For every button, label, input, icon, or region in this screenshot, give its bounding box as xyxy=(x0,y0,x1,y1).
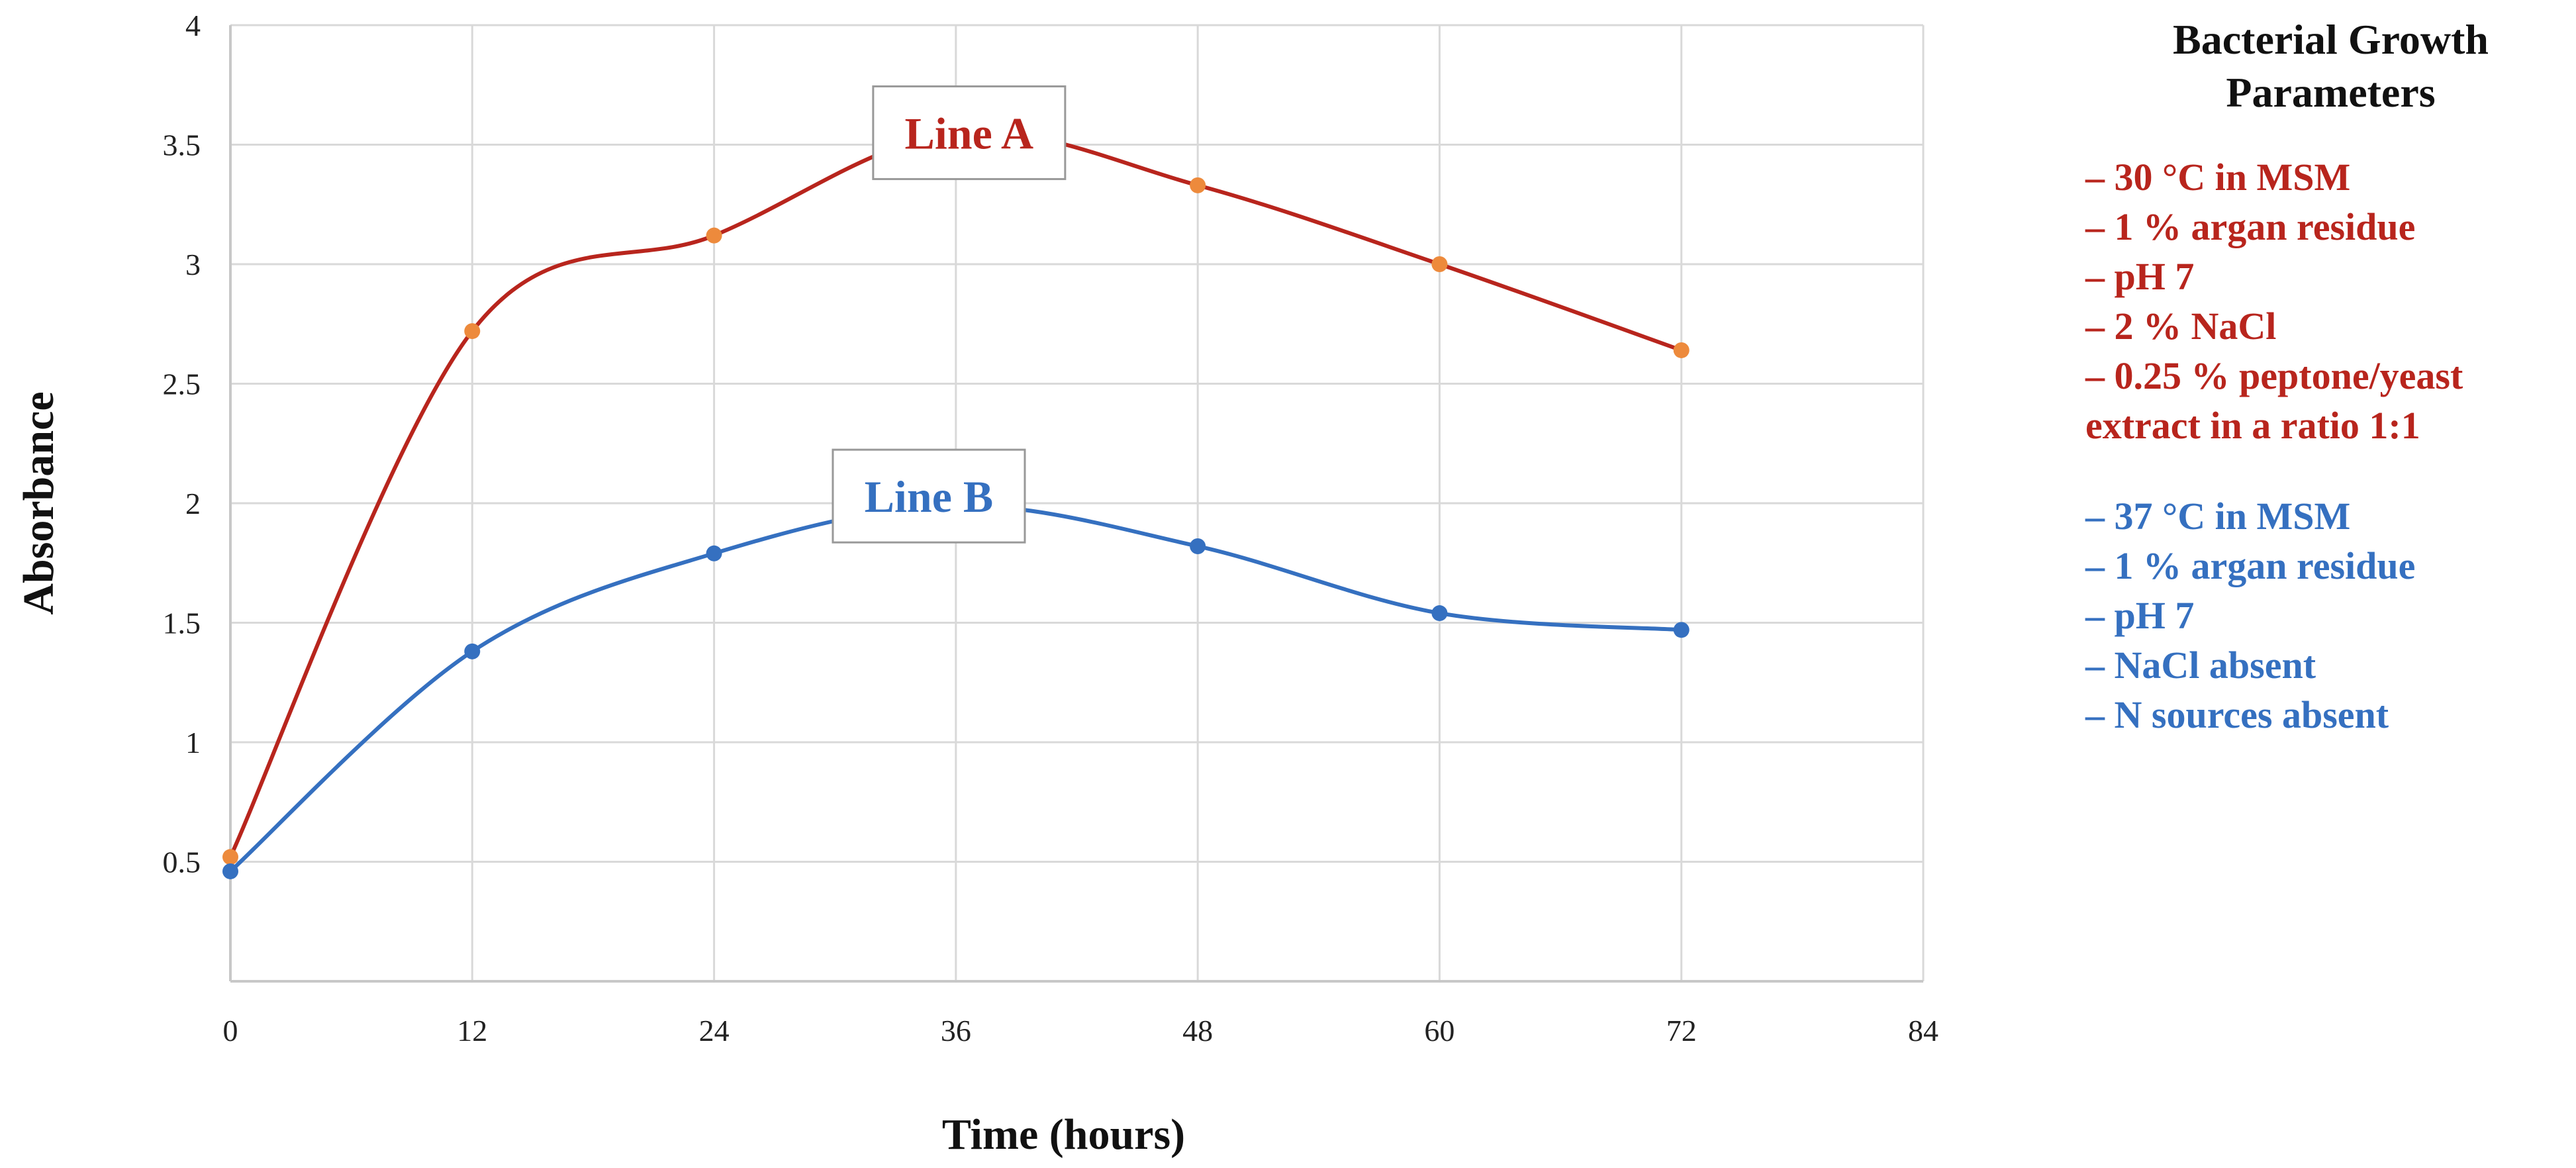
line-b-condition: – N sources absent xyxy=(2085,693,2389,736)
line-a-point xyxy=(1673,342,1690,358)
y-axis-title: Absorbance xyxy=(15,391,63,614)
line-b-point xyxy=(222,863,238,879)
growth-chart: 0.5 1 1.5 2 2.5 3 3.5 4 0 12 24 36 48 60 72 84 Time (hou… xyxy=(15,9,1938,1159)
line-a-point xyxy=(1431,256,1448,272)
line-b-conditions: – 37 °C in MSM – 1 % argan residue – pH 7 –… xyxy=(2085,491,2576,740)
line-a-condition: extract in a ratio 1:1 xyxy=(2085,404,2420,447)
y-tick-label: 2.5 xyxy=(163,367,201,401)
x-tick-label: 24 xyxy=(699,1014,730,1047)
x-tick-label: 12 xyxy=(457,1014,487,1047)
x-tick-label: 84 xyxy=(1908,1014,1938,1047)
line-a-label-box xyxy=(872,85,1067,180)
line-a-condition: – pH 7 xyxy=(2085,255,2195,298)
line-b-label-box xyxy=(832,448,1026,544)
line-a-label: Line A xyxy=(905,108,1034,158)
y-tick-label: 2 xyxy=(185,487,201,520)
x-tick-label: 48 xyxy=(1182,1014,1213,1047)
y-tick-label: 1 xyxy=(185,726,201,759)
y-tick-label: 3 xyxy=(185,248,201,281)
x-tick-label: 72 xyxy=(1666,1014,1697,1047)
y-tick-label: 0.5 xyxy=(163,846,201,879)
line-b-condition: – 1 % argan residue xyxy=(2085,544,2416,587)
line-b-point xyxy=(1431,605,1448,622)
y-tick-label: 3.5 xyxy=(163,128,201,162)
y-tick-label: 1.5 xyxy=(163,607,201,640)
line-a-point xyxy=(222,849,238,865)
line-b-point xyxy=(1673,622,1690,638)
line-b-condition: – 37 °C in MSM xyxy=(2085,495,2351,538)
x-tick-label: 60 xyxy=(1424,1014,1455,1047)
parameters-title: Bacterial Growth Parameters xyxy=(2085,13,2576,119)
parameters-title-line: Bacterial Growth xyxy=(2173,16,2489,63)
line-a-point xyxy=(706,227,722,244)
line-b-condition: – NaCl absent xyxy=(2085,644,2316,687)
line-b-label: Line B xyxy=(865,471,994,522)
line-a-condition: – 1 % argan residue xyxy=(2085,205,2416,248)
line-a-condition: – 2 % NaCl xyxy=(2085,305,2277,348)
line-b-point xyxy=(464,643,481,659)
line-a-condition: – 0.25 % peptone/yeast xyxy=(2085,354,2463,397)
x-tick-label: 36 xyxy=(941,1014,971,1047)
line-a-conditions: – 30 °C in MSM – 1 % argan residue – pH 7 –… xyxy=(2085,152,2576,450)
line-b-point xyxy=(706,545,722,561)
line-b-condition: – pH 7 xyxy=(2085,594,2195,637)
parameters-panel: Bacterial Growth Parameters – 30 °C in M… xyxy=(2085,13,2576,740)
line-a-point xyxy=(464,323,481,340)
y-tick-label: 4 xyxy=(185,9,201,42)
line-a-condition: – 30 °C in MSM xyxy=(2085,156,2351,199)
x-axis-title: Time (hours) xyxy=(942,1110,1185,1159)
x-tick-label: 0 xyxy=(223,1014,238,1047)
line-b-point xyxy=(1190,538,1206,554)
line-a-point xyxy=(1190,177,1206,193)
parameters-title-line: Parameters xyxy=(2226,69,2436,116)
